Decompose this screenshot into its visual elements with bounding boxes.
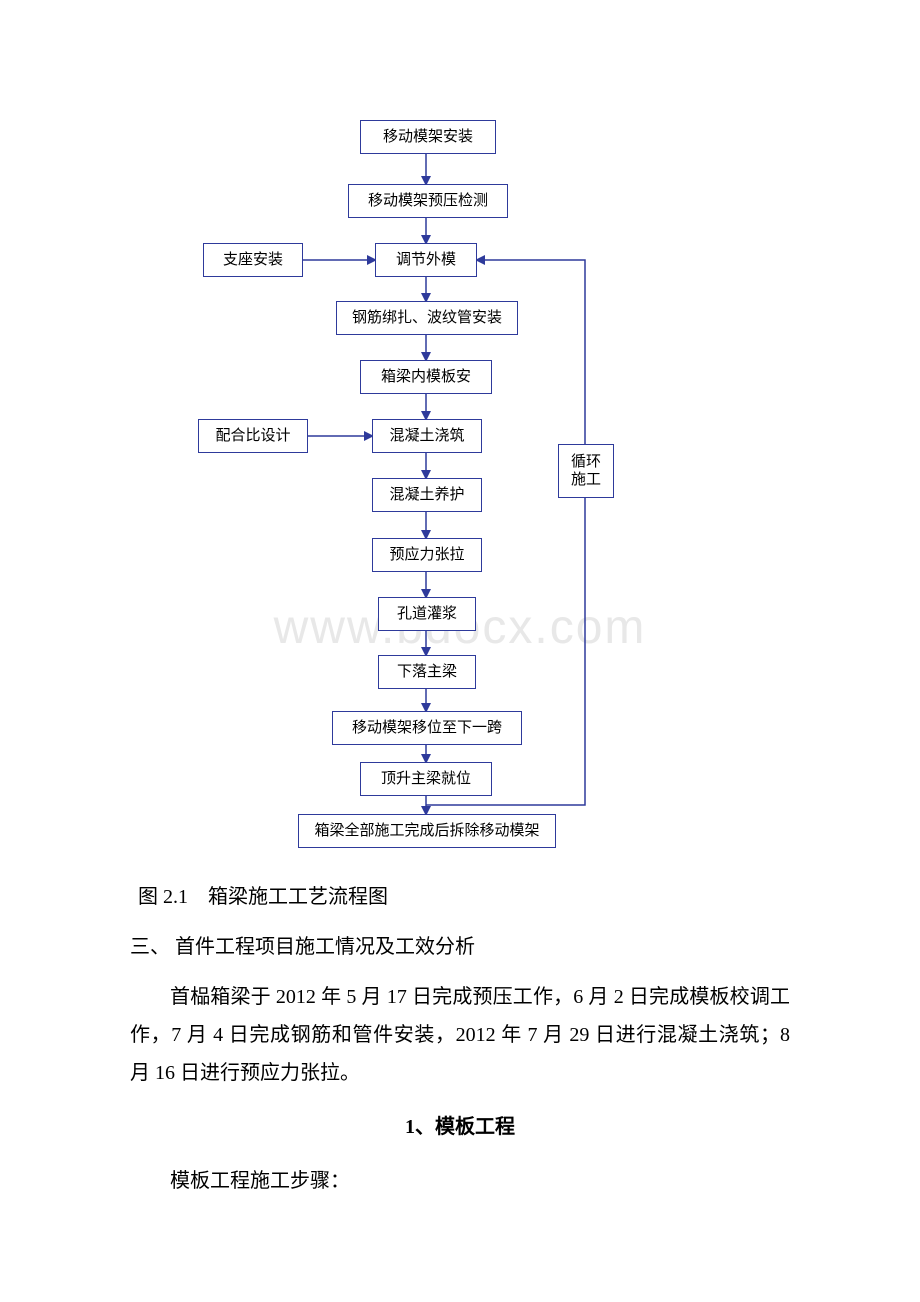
flow-node-n1: 移动模架安装	[360, 120, 496, 154]
figure-caption: 图 2.1 箱梁施工工艺流程图	[130, 878, 790, 916]
flow-node-n10: 下落主梁	[378, 655, 476, 689]
flow-node-n7: 混凝土养护	[372, 478, 482, 512]
section-heading: 三、 首件工程项目施工情况及工效分析	[130, 928, 790, 966]
caption-gap	[188, 886, 208, 908]
flow-node-n12: 顶升主梁就位	[360, 762, 492, 796]
flow-node-loop: 循环 施工	[558, 444, 614, 498]
flow-node-n13: 箱梁全部施工完成后拆除移动模架	[298, 814, 556, 848]
flow-node-n11: 移动模架移位至下一跨	[332, 711, 522, 745]
flow-node-n4: 钢筋绑扎、波纹管安装	[336, 301, 518, 335]
flow-node-n9: 孔道灌浆	[378, 597, 476, 631]
flow-node-n5: 箱梁内模板安	[360, 360, 492, 394]
document-body: 图 2.1 箱梁施工工艺流程图 三、 首件工程项目施工情况及工效分析 首榀箱梁于…	[0, 878, 920, 1272]
flow-node-n3: 调节外模	[375, 243, 477, 277]
caption-number: 图 2.1	[138, 886, 188, 908]
caption-title: 箱梁施工工艺流程图	[208, 886, 388, 908]
body-paragraph: 首榀箱梁于 2012 年 5 月 17 日完成预压工作，6 月 2 日完成模板校…	[130, 978, 790, 1092]
flow-node-n6b: 配合比设计	[198, 419, 308, 453]
flow-node-n3b: 支座安装	[203, 243, 303, 277]
flow-node-n8: 预应力张拉	[372, 538, 482, 572]
sub-heading: 1、模板工程	[130, 1108, 790, 1146]
flow-node-n6: 混凝土浇筑	[372, 419, 482, 453]
flow-node-n2: 移动模架预压检测	[348, 184, 508, 218]
steps-label: 模板工程施工步骤：	[130, 1162, 790, 1200]
flowchart-area: www.bdocx.com 移动模架安装移动模架预压检测调节外模支座安装钢筋绑扎…	[0, 0, 920, 878]
